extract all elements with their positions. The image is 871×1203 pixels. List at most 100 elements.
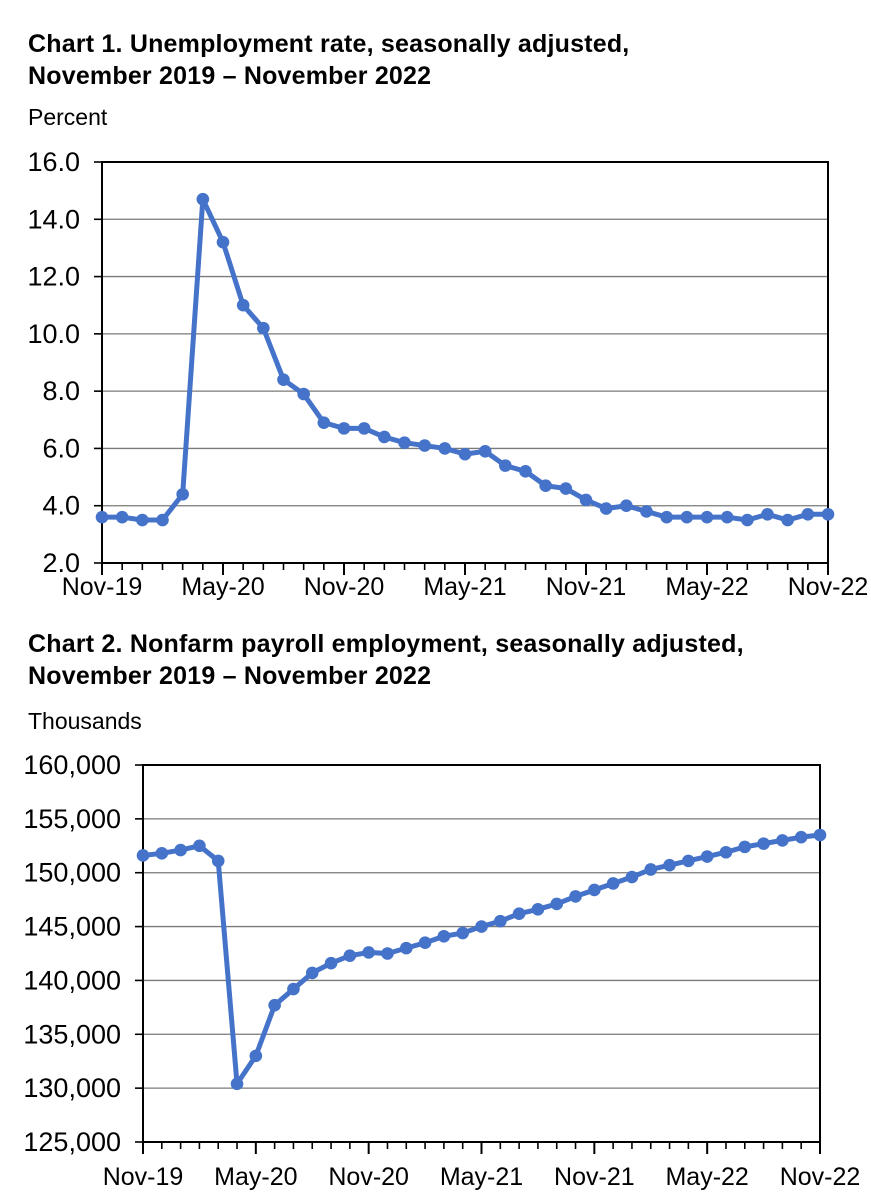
chart2-title-line2: November 2019 – November 2022 <box>28 662 432 690</box>
data-point-marker <box>801 508 815 521</box>
data-point-marker <box>761 508 774 521</box>
data-point-marker <box>418 936 432 950</box>
data-point-marker <box>663 858 676 872</box>
data-point-marker <box>512 907 526 920</box>
chart1-unit-label: Percent <box>28 104 108 130</box>
data-point-marker <box>719 845 733 859</box>
data-point-marker <box>499 459 512 472</box>
data-point-marker <box>625 870 639 884</box>
data-point-marker <box>277 373 290 386</box>
data-point-marker <box>569 890 582 903</box>
chart2-unit-label: Thousands <box>28 708 142 734</box>
y-tick-label: 160,000 <box>23 750 121 780</box>
y-tick-label: 8.0 <box>42 376 80 406</box>
payroll-employment-chart: 125,000 130,000 135,000 140,000 145,000 150,0… <box>23 750 861 1191</box>
data-point-marker <box>579 493 593 507</box>
data-point-marker <box>757 837 770 850</box>
data-point-marker <box>362 946 375 959</box>
data-point-marker <box>136 513 149 527</box>
data-point-marker <box>136 849 150 862</box>
data-point-marker <box>720 510 734 524</box>
data-point-marker <box>738 840 752 854</box>
y-tick-label: 140,000 <box>23 965 121 995</box>
chart2-title-line1: Chart 2. Nonfarm payroll employment, sea… <box>28 630 744 658</box>
plot-border <box>142 764 821 1143</box>
unemployment-rate-chart: 2.0 4.0 6.0 8.0 10.0 12.0 14.0 16.0 Nov-19 May-20… <box>27 147 869 601</box>
data-point-marker <box>357 422 371 435</box>
series-line <box>99 196 831 523</box>
data-point-marker <box>781 513 794 527</box>
data-point-marker <box>211 854 225 868</box>
data-point-marker <box>297 387 310 401</box>
data-point-marker <box>156 513 169 527</box>
data-point-marker <box>700 850 714 863</box>
data-point-marker <box>644 863 658 876</box>
data-point-marker <box>606 877 620 890</box>
data-point-marker <box>176 487 189 501</box>
x-tick-label: May-22 <box>665 1163 748 1191</box>
data-point-marker <box>700 510 714 524</box>
data-point-marker <box>494 914 507 928</box>
data-point-marker <box>640 505 653 518</box>
data-point-marker <box>155 847 169 860</box>
data-point-marker <box>682 854 695 868</box>
y-tick-label: 12.0 <box>27 262 80 292</box>
data-point-marker <box>475 920 488 933</box>
data-point-marker <box>478 444 492 458</box>
data-point-marker <box>620 499 633 513</box>
x-tick-label: Nov-21 <box>546 573 627 601</box>
data-point-marker <box>399 941 413 955</box>
data-point-marker <box>398 436 411 450</box>
x-tick-label: May-20 <box>214 1163 297 1191</box>
data-point-marker <box>599 502 613 515</box>
data-point-marker <box>193 839 206 853</box>
data-point-marker <box>588 883 601 897</box>
data-point-marker <box>249 1049 263 1063</box>
data-point-marker <box>458 447 472 461</box>
data-point-marker <box>418 439 431 452</box>
data-point-marker <box>268 998 281 1012</box>
data-point-marker <box>174 843 187 857</box>
y-tick-label: 6.0 <box>42 433 80 463</box>
data-point-marker <box>236 298 250 312</box>
data-point-marker <box>519 465 532 478</box>
x-tick-label: Nov-20 <box>328 1163 409 1191</box>
data-point-marker <box>660 510 673 524</box>
data-point-marker <box>813 828 827 842</box>
data-point-marker <box>343 949 357 962</box>
x-tick-label: May-20 <box>181 573 264 601</box>
x-tick-label: Nov-22 <box>788 573 869 601</box>
y-tick-label: 155,000 <box>23 804 121 834</box>
y-tick-label: 10.0 <box>27 319 80 349</box>
y-tick-label: 125,000 <box>23 1127 121 1157</box>
data-point-marker <box>115 510 129 524</box>
x-tick-label: Nov-22 <box>780 1163 861 1191</box>
x-tick-label: May-21 <box>440 1163 523 1191</box>
data-point-marker <box>531 903 545 916</box>
data-point-marker <box>95 510 109 524</box>
data-point-marker <box>741 513 754 527</box>
x-tick-label: May-22 <box>665 573 748 601</box>
y-tick-label: 150,000 <box>23 858 121 888</box>
y-tick-label: 130,000 <box>23 1073 121 1103</box>
data-point-marker <box>337 422 351 435</box>
y-tick-label: 14.0 <box>27 204 80 234</box>
data-point-marker <box>317 416 331 429</box>
data-point-marker <box>257 321 270 335</box>
x-tick-label: Nov-19 <box>103 1163 184 1191</box>
data-point-marker <box>305 966 319 980</box>
plot-border <box>101 161 829 564</box>
data-point-marker <box>550 897 564 911</box>
data-point-marker <box>378 430 391 444</box>
x-tick-label: Nov-21 <box>554 1163 635 1191</box>
data-point-marker <box>196 192 210 206</box>
chart1-title: Chart 1. Unemployment rate, seasonally a… <box>28 28 629 92</box>
data-point-marker <box>381 947 394 960</box>
y-tick-label: 135,000 <box>23 1019 121 1049</box>
data-point-marker <box>794 830 808 844</box>
chart1-title-line1: Chart 1. Unemployment rate, seasonally a… <box>28 30 630 58</box>
data-point-marker <box>776 834 789 847</box>
data-point-marker <box>559 482 573 495</box>
data-point-marker <box>324 956 338 970</box>
